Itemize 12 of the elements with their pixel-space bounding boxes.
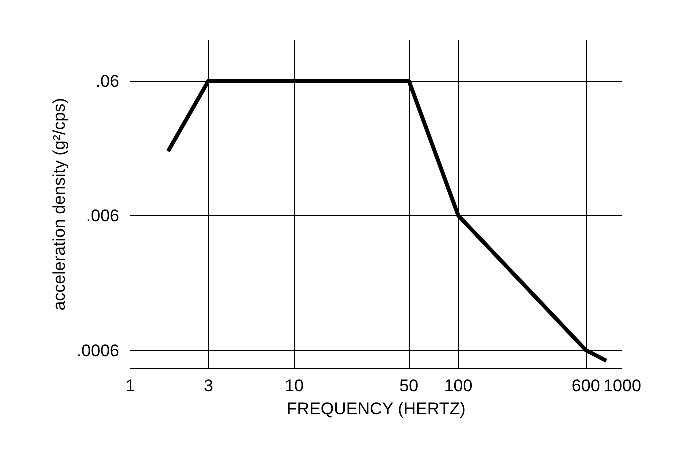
x-tick-label: 3 [204,376,214,396]
y-tick-label: .0006 [76,341,120,360]
x-tick-label: 10 [285,376,304,396]
x-tick-label: 1 [126,376,136,396]
y-tick-label: .006 [86,206,120,226]
x-tick-label: 600 [572,376,600,396]
x-tick-label: 50 [400,376,419,396]
x-tick-label: 100 [444,376,473,396]
y-tick-label: .06 [96,72,120,92]
x-axis-title: FREQUENCY (HERTZ) [286,400,466,418]
y-axis-title: acceleration density (g²/cps) [50,98,69,311]
x-tick-label: 1000 [604,376,642,396]
